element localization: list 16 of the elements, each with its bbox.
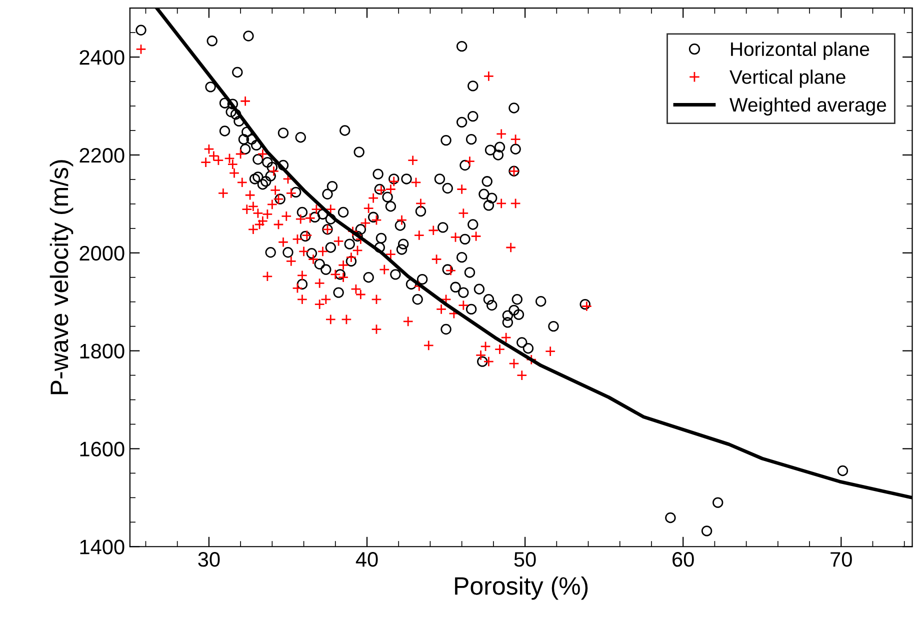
x-tick-label: 70 xyxy=(830,552,852,567)
x-tick-label: 40 xyxy=(356,552,378,567)
y-tick-label: 1600 xyxy=(80,442,124,456)
y-tick-label: 1800 xyxy=(80,344,124,359)
x-tick-label: 30 xyxy=(198,552,220,567)
y-axis-title: P-wave velocity (m/s) xyxy=(50,160,74,394)
legend-label: Horizontal plane xyxy=(731,42,870,60)
y-tick-label: 1400 xyxy=(80,540,124,554)
legend-label: Weighted average xyxy=(730,97,886,116)
x-tick-label: 50 xyxy=(514,552,536,567)
legend-label: Vertical plane xyxy=(730,70,846,88)
y-tick-label: 2200 xyxy=(80,148,124,163)
x-axis-title: Porosity (%) xyxy=(455,576,588,600)
y-tick-label: 2400 xyxy=(80,50,124,65)
y-tick-label: 2000 xyxy=(80,246,124,261)
x-tick-label: 60 xyxy=(672,552,694,567)
